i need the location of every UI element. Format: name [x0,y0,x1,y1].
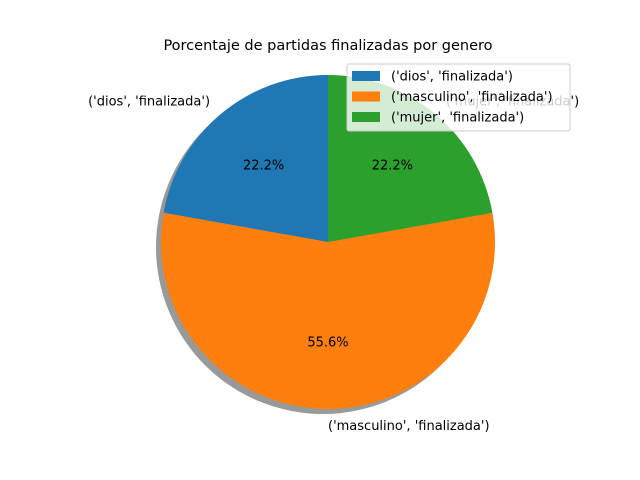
pie-slice-dios-finalizada [163,75,328,242]
pie-slice-masculino-finalizada [161,212,495,409]
slice-percent-label: 22.2% [243,159,284,174]
legend-label: ('dios', 'finalizada') [391,70,513,85]
legend-swatch [352,112,380,122]
legend-label: ('masculino', 'finalizada') [391,90,553,105]
legend-label: ('mujer', 'finalizada') [391,111,524,126]
legend-swatch [352,91,380,102]
slice-percent-label: 22.2% [372,159,413,174]
slice-percent-label: 55.6% [307,336,348,351]
legend-frame [346,63,571,132]
slice-category-label: ('dios', 'finalizada') [88,95,210,110]
legend: ('dios', 'finalizada') ('masculino', 'fin… [346,63,571,132]
slice-category-label: ('masculino', 'finalizada') [328,419,490,434]
chart-title: Porcentaje de partidas finalizadas por g… [163,38,492,54]
legend-swatch [352,71,380,81]
